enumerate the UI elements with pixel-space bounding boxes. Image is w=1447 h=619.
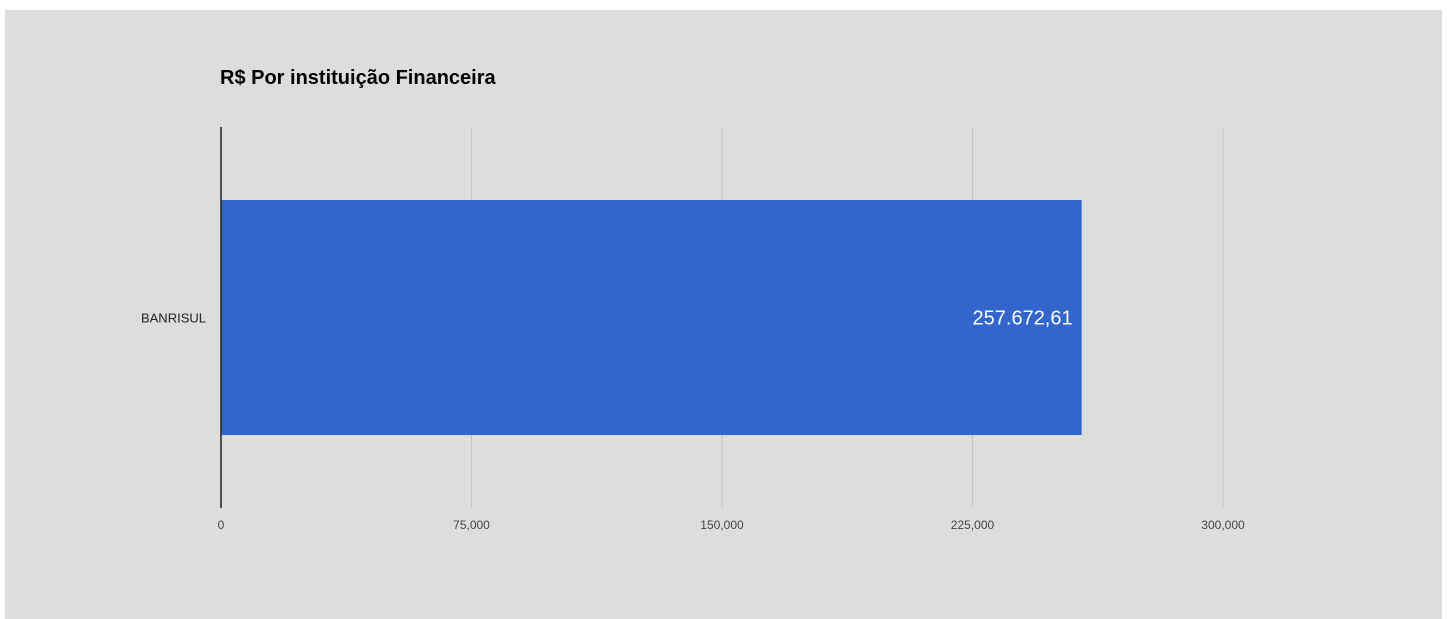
bar-data-label: 257.672,61	[973, 308, 1073, 330]
x-tick-label: 75,000	[453, 518, 490, 532]
x-axis-ticks: 0 75,000 150,000 225,000 300,000	[218, 518, 1245, 532]
chart-title: R$ Por instituição Financeira	[220, 67, 496, 89]
x-tick-label: 0	[218, 518, 225, 532]
bars: 257.672,61	[221, 199, 1082, 436]
bar	[221, 199, 1082, 436]
x-tick-label: 150,000	[700, 518, 744, 532]
x-tick-label: 300,000	[1201, 518, 1245, 532]
category-label: BANRISUL	[141, 311, 206, 326]
x-tick-label: 225,000	[951, 518, 995, 532]
category-labels: BANRISUL	[141, 311, 206, 326]
